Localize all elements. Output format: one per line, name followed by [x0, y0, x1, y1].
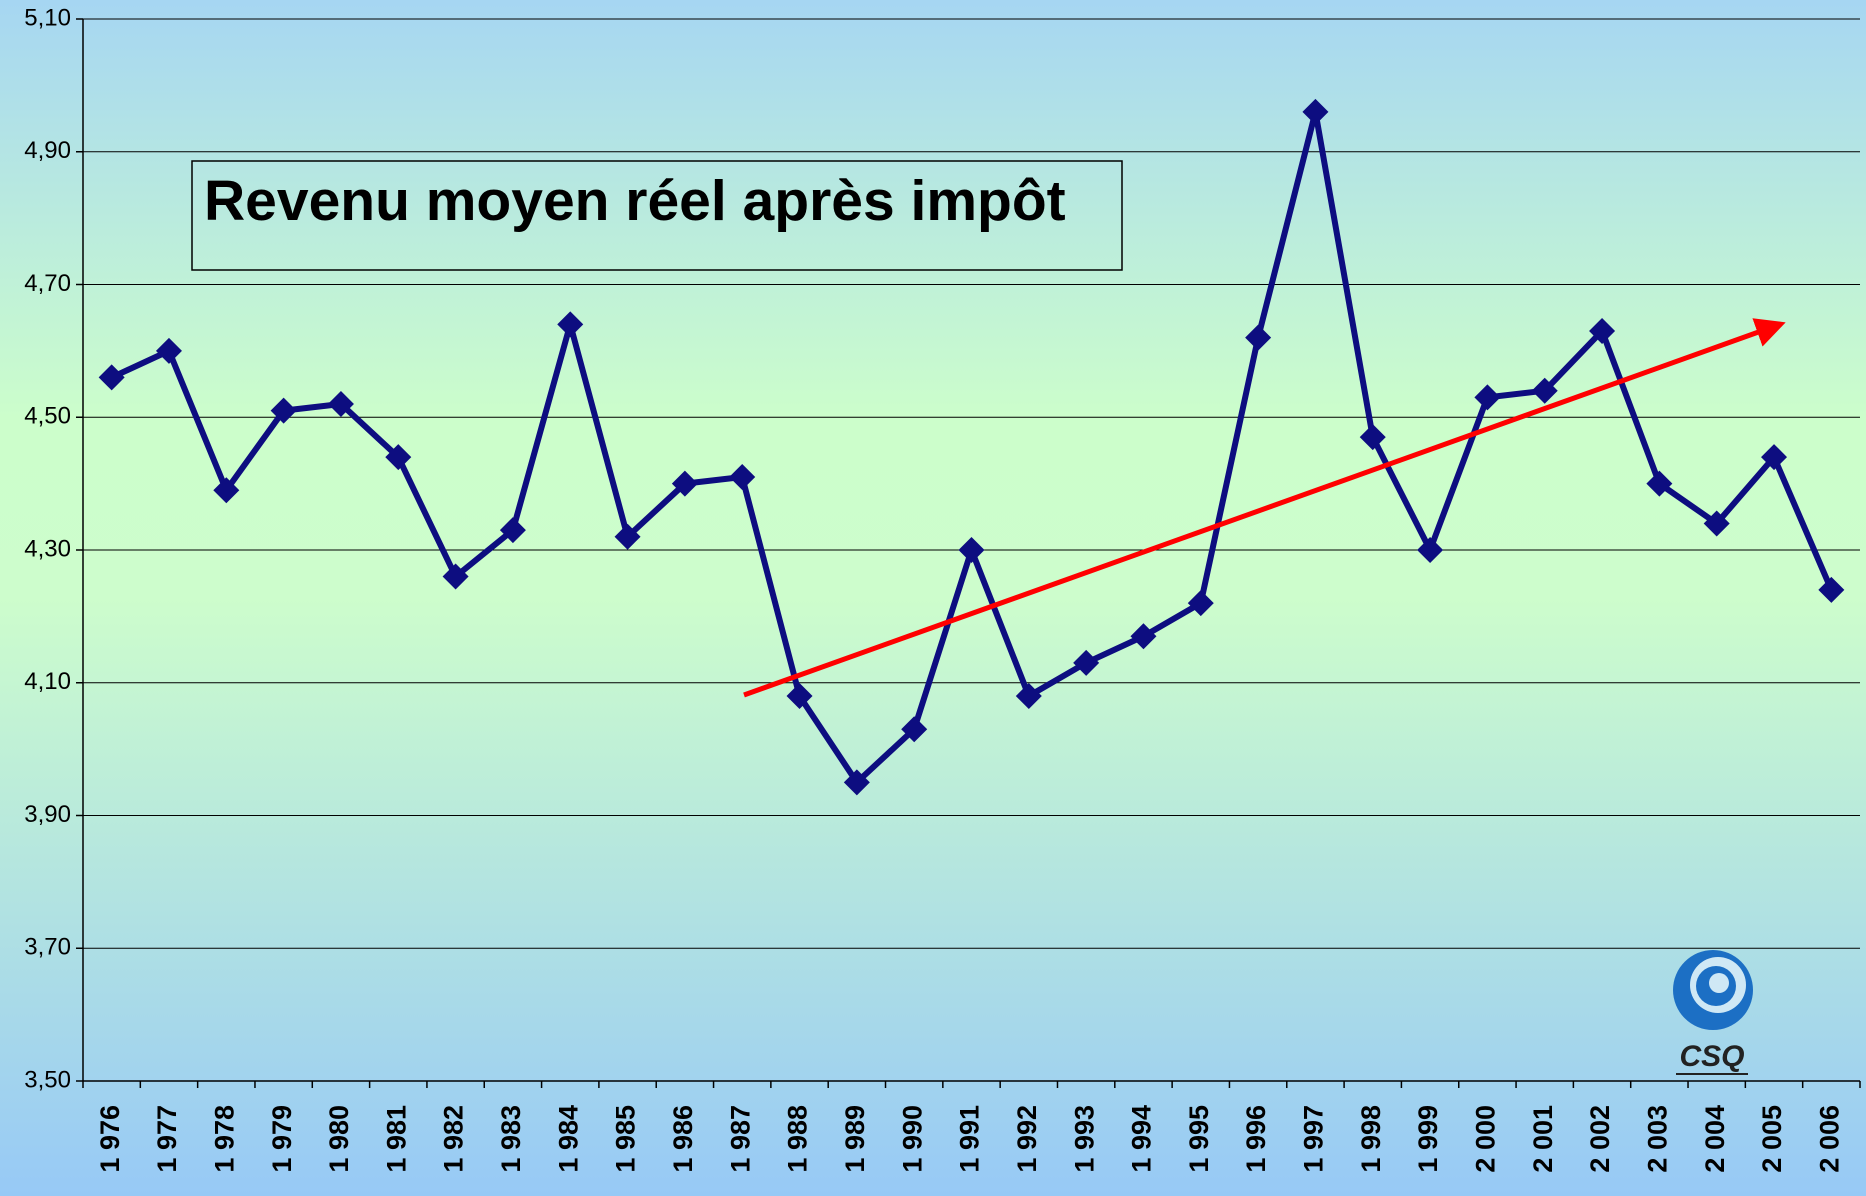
x-tick-label: 1 988: [783, 1105, 813, 1173]
data-point: [270, 397, 297, 424]
data-point: [327, 390, 354, 417]
data-point: [1761, 444, 1788, 471]
y-tick-label: 4,10: [24, 668, 71, 695]
data-point: [1130, 623, 1157, 650]
data-point: [729, 463, 756, 490]
x-tick-label: 1 992: [1012, 1105, 1042, 1173]
x-tick-label: 1 979: [267, 1105, 297, 1173]
data-point: [155, 337, 182, 364]
x-tick-label: 2 005: [1757, 1105, 1787, 1173]
x-tick-label: 1 993: [1069, 1105, 1099, 1173]
x-tick-label: 2 002: [1585, 1105, 1615, 1173]
logo: CSQ: [1673, 950, 1753, 1075]
data-point: [843, 769, 870, 796]
trend-arrow: [743, 318, 1786, 698]
data-point: [1187, 590, 1214, 617]
x-tick-label: 1 980: [324, 1105, 354, 1173]
data-point: [385, 444, 412, 471]
x-tick-label: 1 990: [897, 1105, 927, 1173]
data-point: [1474, 384, 1501, 411]
data-point: [1703, 510, 1730, 537]
y-tick-label: 4,50: [24, 403, 71, 430]
x-tick-label: 2 000: [1471, 1105, 1501, 1173]
data-point: [901, 716, 928, 743]
chart-title: Revenu moyen réel après impôt: [204, 169, 1066, 233]
y-tick-label: 5,10: [24, 4, 71, 31]
x-tick-label: 2 003: [1642, 1105, 1672, 1173]
x-tick-label: 1 982: [439, 1105, 469, 1173]
data-point: [671, 470, 698, 497]
x-tick-label: 1 995: [1184, 1105, 1214, 1173]
x-tick-label: 1 994: [1127, 1105, 1157, 1173]
y-tick-label: 3,50: [24, 1066, 71, 1093]
series: [98, 98, 1845, 796]
x-tick-label: 1 999: [1413, 1105, 1443, 1173]
data-point: [213, 477, 240, 504]
axes: 3,50 3,70 3,90 4,10 4,30 4,50 4,70 4,90 5,10 1 97…: [24, 4, 1861, 1173]
x-tick-label: 2 006: [1814, 1105, 1844, 1173]
data-point: [1302, 98, 1329, 125]
data-point: [1245, 324, 1272, 351]
x-tick-label: 1 985: [611, 1105, 641, 1173]
data-point: [1531, 377, 1558, 404]
data-point: [1589, 317, 1616, 344]
x-tick-label: 2 004: [1700, 1105, 1730, 1173]
x-tick-label: 1 998: [1356, 1105, 1386, 1173]
data-point: [1073, 649, 1100, 676]
data-point: [614, 523, 641, 550]
data-point: [1646, 470, 1673, 497]
data-point: [1015, 683, 1042, 710]
x-tick-label: 1 996: [1241, 1105, 1271, 1173]
logo-text: CSQ: [1679, 1040, 1744, 1073]
x-tick-label: 1 978: [209, 1105, 239, 1173]
x-tick-label: 1 987: [725, 1105, 755, 1173]
y-tick-label: 4,90: [24, 137, 71, 164]
y-tick-label: 3,70: [24, 934, 71, 961]
x-tick-label: 1 981: [381, 1105, 411, 1173]
data-point: [786, 683, 813, 710]
x-tick-label: 1 989: [840, 1105, 870, 1173]
data-point: [499, 517, 526, 544]
x-tick-label: 1 997: [1299, 1105, 1329, 1173]
x-tick-label: 1 983: [496, 1105, 526, 1173]
y-tick-label: 4,70: [24, 270, 71, 297]
data-point: [442, 563, 469, 590]
data-point: [1417, 537, 1444, 563]
y-tick-label: 4,30: [24, 535, 71, 562]
data-point: [958, 537, 985, 563]
data-point: [1818, 576, 1845, 603]
data-point: [557, 311, 584, 338]
x-tick-label: 1 984: [553, 1105, 583, 1173]
y-tick-label: 3,90: [24, 801, 71, 828]
title-box: [191, 160, 1123, 271]
x-tick-label: 1 986: [668, 1105, 698, 1173]
x-tick-label: 1 991: [955, 1105, 985, 1173]
x-tick-label: 2 001: [1528, 1105, 1558, 1173]
data-point: [98, 364, 125, 391]
data-point: [1359, 424, 1386, 451]
logo-ring: [1709, 973, 1729, 993]
x-tick-label: 1 977: [152, 1105, 182, 1173]
x-tick-label: 1 976: [95, 1105, 125, 1173]
